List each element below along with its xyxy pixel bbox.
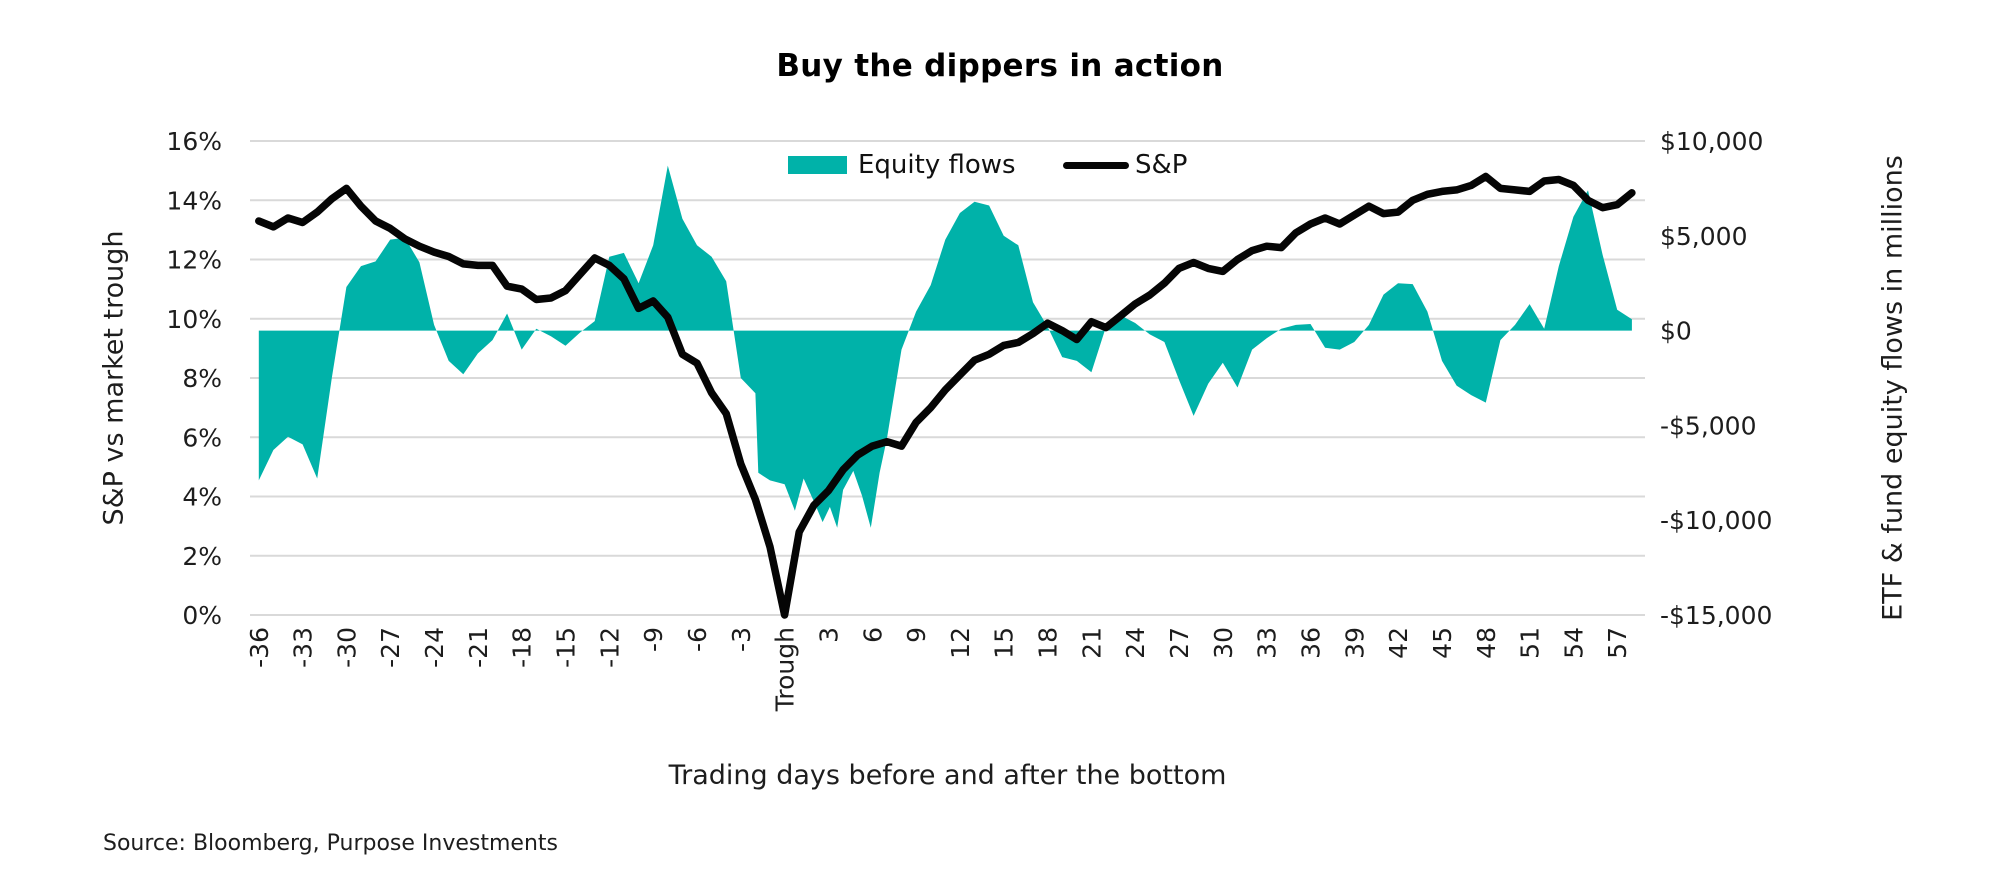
x-axis-tick-label: -3 (727, 627, 756, 652)
left-axis-title: S&P vs market trough (98, 230, 130, 526)
x-axis-tick-label: 51 (1516, 627, 1545, 659)
x-axis-tick-label: 54 (1559, 627, 1588, 659)
right-axis-title: ETF & fund equity flows in millions (1877, 155, 1909, 621)
x-axis-tick-label: -27 (376, 627, 405, 668)
x-axis-tick-label: 48 (1472, 627, 1501, 659)
x-axis-tick-label: 24 (1121, 627, 1150, 659)
x-axis-tick-label: 33 (1253, 627, 1282, 659)
left-axis-tick-label: 0% (182, 601, 222, 630)
x-axis-tick-label: 30 (1209, 627, 1238, 659)
x-axis-tick-label: 27 (1165, 627, 1194, 659)
left-axis-tick-label: 10% (166, 305, 222, 334)
source-note: Source: Bloomberg, Purpose Investments (103, 831, 558, 856)
legend-label-sp: S&P (1135, 150, 1188, 180)
x-axis-tick-label: 18 (1034, 627, 1063, 659)
x-axis-tick-label: 57 (1603, 627, 1632, 659)
x-axis-tick-label: -15 (552, 627, 581, 668)
x-axis-tick-label: -6 (683, 627, 712, 652)
chart-title: Buy the dippers in action (776, 48, 1224, 84)
x-axis-tick-label: 39 (1340, 627, 1369, 659)
x-axis-tick-label: 3 (815, 627, 844, 643)
x-axis-tick-label: -21 (464, 627, 493, 668)
x-axis-title: Trading days before and after the bottom (668, 760, 1227, 791)
x-axis-tick-label: 15 (990, 627, 1019, 659)
x-axis-tick-label: 6 (858, 627, 887, 643)
x-axis-tick-label: -33 (289, 627, 318, 668)
equity-flows-swatch (788, 156, 847, 174)
sp-line (255, 172, 1636, 619)
sp-line-swatch (1063, 161, 1129, 169)
legend-label-equity-flows: Equity flows (858, 150, 1016, 180)
x-axis-tick-label: -30 (332, 627, 361, 668)
legend-item-sp: S&P (1063, 148, 1187, 182)
right-axis-tick-label: -$15,000 (1660, 601, 1772, 630)
x-axis-tick-label: 21 (1077, 627, 1106, 659)
left-axis-tick-label: 16% (166, 127, 222, 156)
x-axis-tick-label: 36 (1297, 627, 1326, 659)
right-axis-tick-label: -$10,000 (1660, 506, 1772, 535)
right-axis-tick-label: -$5,000 (1660, 411, 1757, 440)
left-axis-tick-label: 2% (182, 542, 222, 571)
x-axis-tick-label: Trough (771, 627, 800, 712)
x-axis-tick-label: 45 (1428, 627, 1457, 659)
x-axis-tick-label: 9 (902, 627, 931, 643)
right-axis-tick-label: $0 (1660, 317, 1692, 346)
x-axis-tick-label: -36 (245, 627, 274, 668)
right-axis-tick-label: $5,000 (1660, 222, 1747, 251)
left-axis-tick-label: 12% (166, 246, 222, 275)
x-axis-tick-label: 12 (946, 627, 975, 659)
left-axis-tick-label: 14% (166, 186, 222, 215)
legend-item-equity-flows: Equity flows (788, 148, 1016, 182)
left-axis-tick-label: 4% (182, 483, 222, 512)
x-axis-tick-label: -12 (595, 627, 624, 668)
x-axis-tick-label: -24 (420, 627, 449, 668)
equity-flows-area (258, 165, 1632, 528)
left-axis-tick-label: 6% (182, 423, 222, 452)
x-axis-tick-label: 42 (1384, 627, 1413, 659)
x-axis-tick-label: -18 (508, 627, 537, 668)
right-axis-tick-label: $10,000 (1660, 127, 1763, 156)
left-axis-tick-label: 8% (182, 364, 222, 393)
x-axis-tick-label: -9 (639, 627, 668, 652)
